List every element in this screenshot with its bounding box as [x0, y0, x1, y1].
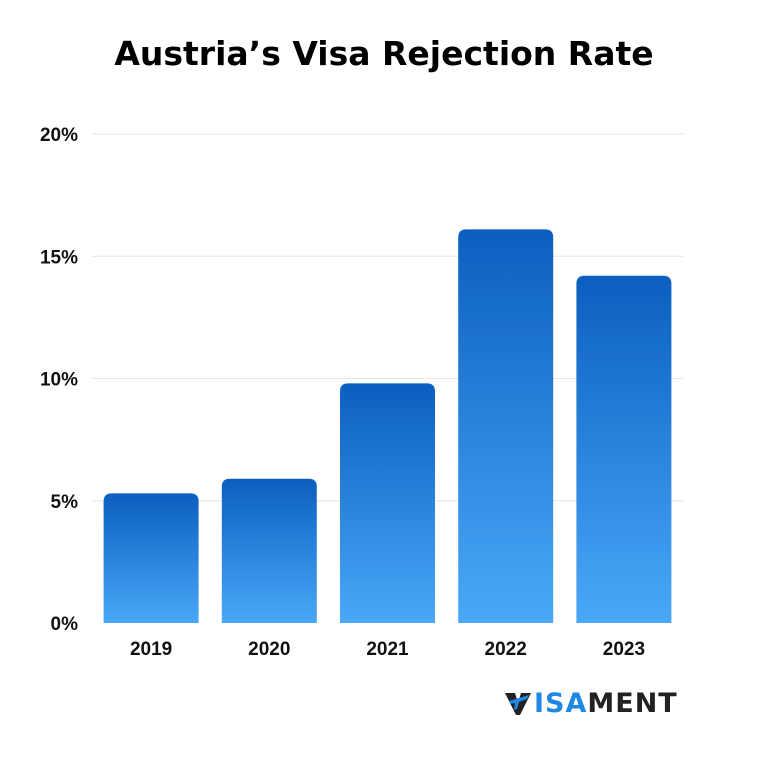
- y-axis-ticks: 0% 5% 10% 15% 20%: [40, 125, 78, 635]
- y-tick-label: 5%: [51, 492, 79, 513]
- visament-logo: ISA MENT: [503, 686, 678, 720]
- bar-2022: [458, 229, 554, 624]
- y-tick-label: 15%: [40, 247, 78, 268]
- x-tick-label: 2021: [366, 639, 409, 660]
- logo-text-blue: ISA: [534, 687, 588, 719]
- y-tick-label: 0%: [51, 614, 79, 635]
- chart-title: Austria’s Visa Rejection Rate: [114, 34, 654, 73]
- y-tick-label: 20%: [40, 125, 78, 146]
- bar-2021: [340, 383, 435, 623]
- logo-text-dark: MENT: [587, 687, 678, 719]
- bar-2019: [103, 493, 199, 623]
- bars: [103, 229, 672, 624]
- x-tick-label: 2019: [130, 639, 172, 660]
- y-tick-label: 10%: [40, 370, 78, 391]
- airplane-v-icon: [505, 693, 531, 715]
- bar-2023: [576, 275, 672, 623]
- bar-2020: [221, 478, 317, 623]
- x-tick-label: 2022: [485, 639, 527, 660]
- x-tick-label: 2023: [603, 639, 645, 660]
- x-tick-label: 2020: [248, 639, 290, 660]
- x-axis-ticks: 2019 2020 2021 2022 2023: [130, 639, 645, 660]
